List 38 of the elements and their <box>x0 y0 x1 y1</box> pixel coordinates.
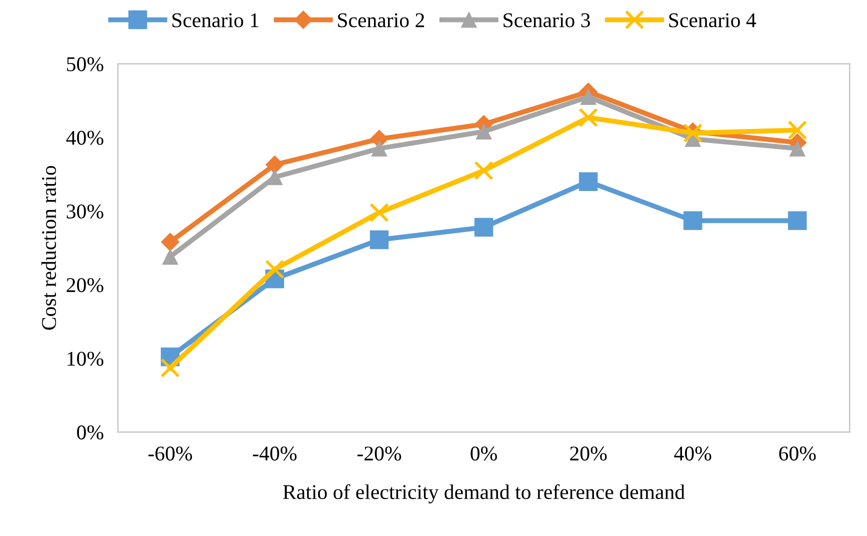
x-tick-label: 0% <box>470 446 497 461</box>
legend-label: Scenario 1 <box>172 13 258 28</box>
point <box>160 232 180 252</box>
point <box>264 260 284 279</box>
x-tick-label: 40% <box>674 446 712 461</box>
point <box>162 248 178 265</box>
point <box>474 160 494 180</box>
point <box>789 140 806 156</box>
y-tick-label: 10% <box>68 352 104 366</box>
point <box>788 120 808 140</box>
point <box>476 124 492 140</box>
legend-label: Scenario 3 <box>504 13 590 28</box>
legend-label: Scenario 4 <box>669 13 756 28</box>
x-tick-label: -40% <box>252 446 297 461</box>
point <box>788 211 807 230</box>
point <box>266 155 284 174</box>
point <box>160 358 180 378</box>
x-axis-title: Ratio of electricity demand to reference demand <box>283 484 685 504</box>
x-tick-label: 20% <box>570 446 607 461</box>
point <box>474 218 494 237</box>
point <box>578 108 598 128</box>
y-tick-label: 40% <box>66 130 104 145</box>
point <box>578 172 598 191</box>
x-tick-label: -60% <box>148 446 192 461</box>
y-tick-label: 0% <box>77 425 104 440</box>
point <box>683 211 702 230</box>
y-tick-label: 50% <box>67 57 104 72</box>
point <box>580 88 596 105</box>
x-tick-label: -20% <box>357 446 402 461</box>
point <box>370 230 389 250</box>
point <box>371 140 388 156</box>
x-tick-label: 60% <box>779 446 816 461</box>
point <box>266 169 283 186</box>
point <box>370 202 389 222</box>
y-axis-title: Cost reduction ratio <box>41 166 56 330</box>
y-tick-label: 30% <box>66 204 104 219</box>
legend-label: Scenario 2 <box>338 13 424 28</box>
y-tick-label: 20% <box>66 278 104 292</box>
